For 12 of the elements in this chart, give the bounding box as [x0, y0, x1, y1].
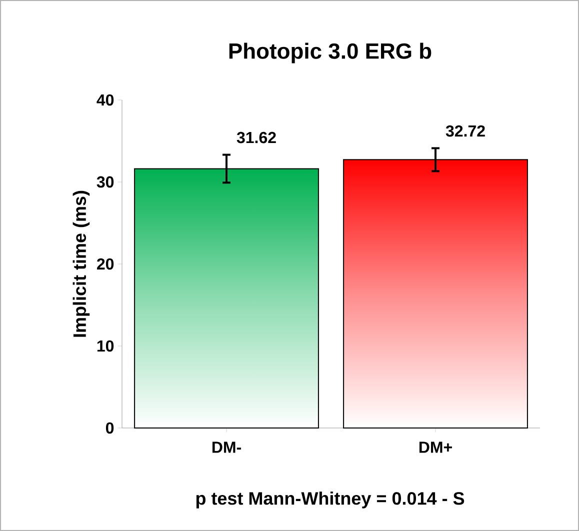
y-tick-label: 0	[106, 422, 114, 434]
text: p test Mann-Whitney = 0.014 - S	[196, 492, 464, 508]
y-tick-label: 10	[97, 340, 114, 352]
y-tick-label: 40	[96, 94, 114, 106]
y-tick-label: 20	[97, 258, 114, 270]
data-label: 32.72	[446, 125, 485, 137]
y-tick-label: 30	[96, 176, 114, 188]
x-tick-label: DM+	[419, 442, 452, 453]
y-axis-title: Implicit time (ms)	[72, 190, 90, 337]
chart-title: Photopic 3.0 ERG b	[229, 42, 432, 64]
data-label: 31.62	[236, 132, 276, 144]
x-tick-label: DM-	[212, 442, 241, 453]
